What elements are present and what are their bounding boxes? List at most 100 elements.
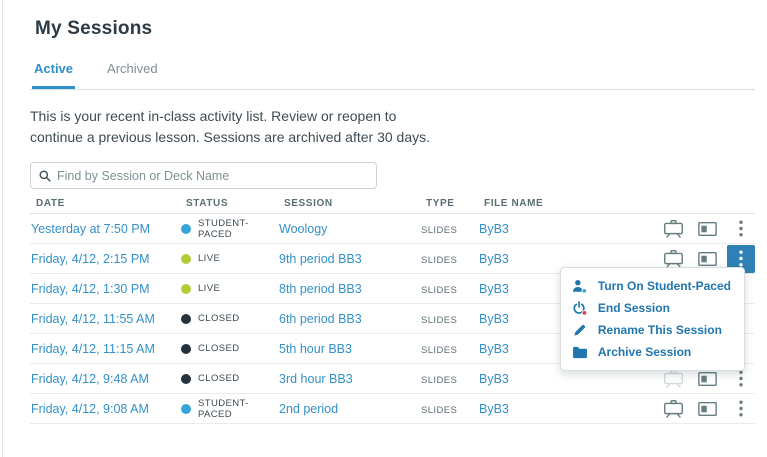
- column-header-type: TYPE: [426, 198, 455, 209]
- dashboard-view-button[interactable]: [693, 365, 721, 393]
- status-label: CLOSED: [198, 343, 240, 354]
- file-name-link[interactable]: ByB3: [479, 311, 509, 326]
- kebab-icon: [739, 250, 743, 267]
- row-context-menu: Turn On Student-Paced End Session Rename…: [559, 267, 745, 371]
- menu-item-archive-session[interactable]: Archive Session: [561, 341, 744, 363]
- status-label: STUDENT-PACED: [198, 217, 249, 240]
- session-date-link[interactable]: Yesterday at 7:50 PM: [31, 221, 151, 236]
- dashboard-view-button[interactable]: [693, 245, 721, 273]
- table-header: DATE STATUS SESSION TYPE FILE NAME: [30, 194, 755, 214]
- tab-archived[interactable]: Archived: [107, 61, 158, 76]
- column-header-session: SESSION: [284, 198, 333, 209]
- status-dot: [181, 313, 191, 324]
- type-label: SLIDES: [421, 374, 458, 386]
- file-name-link[interactable]: ByB3: [479, 221, 509, 236]
- end-session-icon: [572, 300, 589, 316]
- row-actions: [645, 395, 755, 423]
- menu-item-end-session[interactable]: End Session: [561, 297, 744, 319]
- session-name-link[interactable]: 6th period BB3: [279, 311, 362, 326]
- column-header-file-name: FILE NAME: [484, 198, 544, 209]
- rename-icon: [572, 323, 589, 337]
- status-cell: LIVE: [181, 253, 279, 264]
- file-name-link[interactable]: ByB3: [479, 251, 509, 266]
- file-name-link[interactable]: ByB3: [479, 401, 509, 416]
- file-name-link[interactable]: ByB3: [479, 281, 509, 296]
- session-name-link[interactable]: 2nd period: [279, 401, 339, 416]
- status-dot: [181, 373, 191, 384]
- present-session-button[interactable]: [659, 395, 687, 423]
- dashboard-icon: [697, 221, 717, 236]
- intro-text-line2: continue a previous lesson. Sessions are…: [30, 129, 431, 145]
- session-date-link[interactable]: Friday, 4/12, 9:08 AM: [31, 401, 149, 416]
- type-label: SLIDES: [421, 344, 458, 356]
- type-label: SLIDES: [421, 404, 458, 416]
- column-header-date: DATE: [36, 198, 65, 209]
- menu-item-rename-session[interactable]: Rename This Session: [561, 319, 744, 341]
- status-label: STUDENT-PACED: [198, 397, 249, 420]
- status-cell: STUDENT-PACED: [181, 398, 279, 420]
- session-date-link[interactable]: Friday, 4/12, 11:55 AM: [31, 311, 155, 326]
- table-body: Yesterday at 7:50 PM STUDENT-PACED Woolo…: [30, 214, 755, 424]
- projector-icon: [663, 249, 683, 268]
- status-cell: CLOSED: [181, 373, 279, 384]
- table-row: Friday, 4/12, 9:08 AM STUDENT-PACED 2nd …: [30, 394, 755, 424]
- kebab-icon: [739, 400, 743, 417]
- row-actions: [645, 365, 755, 393]
- menu-item-label: Rename This Session: [597, 323, 722, 337]
- present-session-button[interactable]: [659, 215, 687, 243]
- dashboard-view-button[interactable]: [693, 215, 721, 243]
- status-cell: LIVE: [181, 283, 279, 294]
- menu-item-label: Turn On Student-Paced: [597, 279, 731, 293]
- sessions-table: DATE STATUS SESSION TYPE FILE NAME Yeste…: [30, 194, 755, 424]
- session-name-link[interactable]: Woology: [279, 221, 328, 236]
- table-row: Friday, 4/12, 1:30 PM LIVE 8th period BB…: [30, 274, 755, 304]
- row-menu-button[interactable]: [727, 395, 755, 423]
- student-paced-icon: [572, 279, 589, 294]
- page-title: My Sessions: [35, 18, 153, 39]
- intro-text-line1: This is your recent in-class activity li…: [30, 108, 397, 124]
- dashboard-view-button[interactable]: [693, 395, 721, 423]
- projector-icon: [663, 369, 683, 388]
- menu-item-label: End Session: [597, 301, 670, 315]
- status-dot: [181, 283, 191, 294]
- file-name-link[interactable]: ByB3: [479, 371, 509, 386]
- search-icon: [39, 169, 51, 182]
- status-cell: CLOSED: [181, 313, 279, 324]
- session-name-link[interactable]: 3rd hour BB3: [279, 371, 353, 386]
- session-date-link[interactable]: Friday, 4/12, 2:15 PM: [31, 251, 150, 266]
- status-cell: STUDENT-PACED: [181, 218, 279, 240]
- status-dot: [181, 253, 191, 264]
- type-label: SLIDES: [421, 314, 458, 326]
- session-name-link[interactable]: 8th period BB3: [279, 281, 362, 296]
- present-session-button[interactable]: [659, 245, 687, 273]
- session-date-link[interactable]: Friday, 4/12, 1:30 PM: [31, 281, 150, 296]
- tab-active[interactable]: Active: [32, 61, 76, 89]
- status-label: LIVE: [198, 253, 221, 264]
- search-input[interactable]: [57, 168, 368, 183]
- projector-icon: [663, 399, 683, 418]
- file-name-link[interactable]: ByB3: [479, 341, 509, 356]
- intro-text: This is your recent in-class activity li…: [30, 106, 755, 148]
- tab-bar: Active Archived: [30, 61, 755, 90]
- type-label: SLIDES: [421, 254, 458, 266]
- session-name-link[interactable]: 5th hour BB3: [279, 341, 352, 356]
- row-menu-button[interactable]: [727, 365, 755, 393]
- row-menu-button[interactable]: [727, 215, 755, 243]
- table-row: Friday, 4/12, 11:15 AM CLOSED 5th hour B…: [30, 334, 755, 364]
- search-box[interactable]: [30, 162, 377, 189]
- kebab-icon: [739, 220, 743, 237]
- dashboard-icon: [697, 371, 717, 386]
- projector-icon: [663, 219, 683, 238]
- type-label: SLIDES: [421, 224, 458, 236]
- menu-item-turn-on-student-paced[interactable]: Turn On Student-Paced: [561, 275, 744, 297]
- status-cell: CLOSED: [181, 343, 279, 354]
- status-label: LIVE: [198, 283, 221, 294]
- archive-icon: [572, 346, 589, 359]
- type-label: SLIDES: [421, 284, 458, 296]
- status-label: CLOSED: [198, 373, 240, 384]
- session-name-link[interactable]: 9th period BB3: [279, 251, 362, 266]
- session-date-link[interactable]: Friday, 4/12, 9:48 AM: [31, 371, 149, 386]
- table-row: Friday, 4/12, 9:48 AM CLOSED 3rd hour BB…: [30, 364, 755, 394]
- session-date-link[interactable]: Friday, 4/12, 11:15 AM: [31, 341, 155, 356]
